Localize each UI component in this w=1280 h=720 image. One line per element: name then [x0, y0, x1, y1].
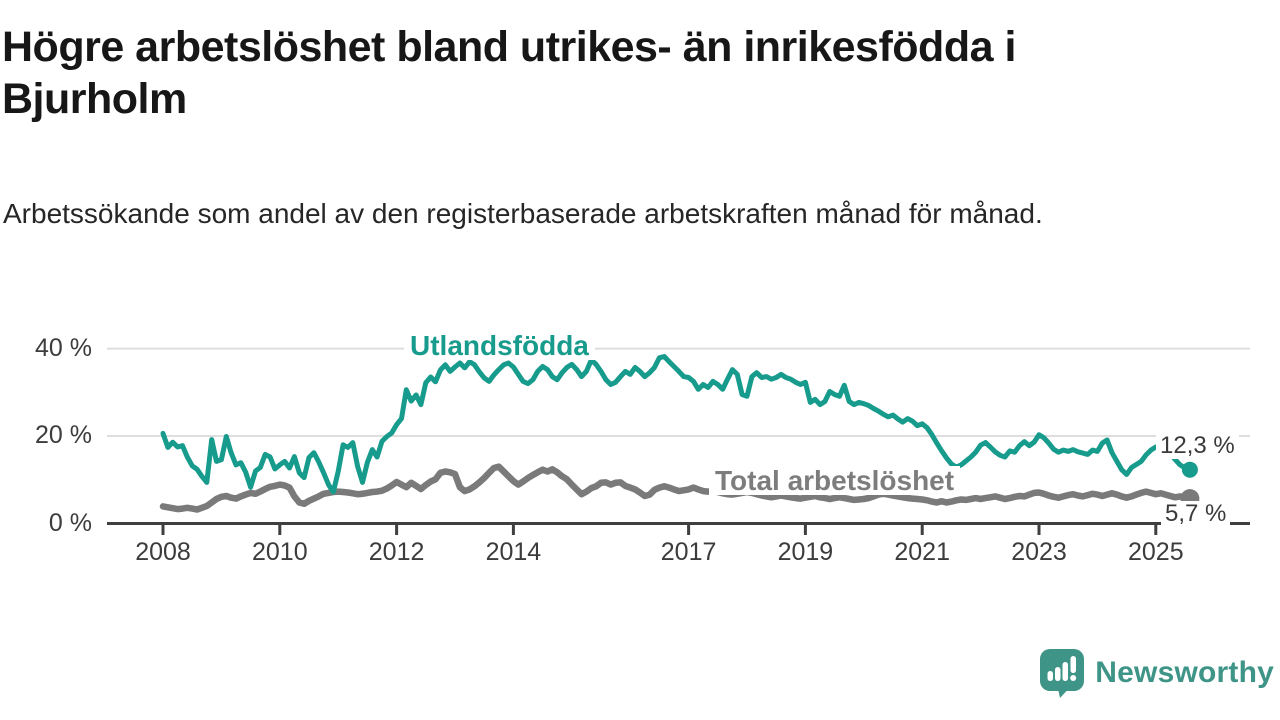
x-axis-label-2012: 2012 — [368, 538, 425, 566]
utlandsfodda-end-dot — [1181, 461, 1198, 478]
x-axis-label-2008: 2008 — [135, 538, 191, 566]
total-arbetsloshet-line — [159, 463, 1194, 513]
x-axis-label-2019: 2019 — [777, 538, 834, 566]
series-label-total-arbetsloshet: Total arbetslöshet — [709, 466, 961, 495]
x-axis-label-2010: 2010 — [251, 538, 308, 566]
end-value-label-total-arbetsloshet: 5,7 % — [1161, 500, 1231, 528]
logo-exclamation-dot — [1070, 675, 1077, 681]
logo-bar-mid — [1055, 667, 1061, 681]
x-axis-label-2014: 2014 — [485, 538, 542, 566]
end-value-label-utlandsfodda: 12,3 % — [1156, 432, 1239, 460]
page-subtitle: Arbetssökande som andel av den registerb… — [3, 198, 1043, 229]
x-axis-label-2023: 2023 — [1011, 538, 1067, 566]
y-axis-label-0: 0 % — [48, 508, 92, 537]
page-title: Högre arbetslöshet bland utrikes- än inr… — [2, 23, 1016, 123]
newsworthy-logo-icon — [1040, 649, 1085, 698]
x-axis-label-2017: 2017 — [660, 538, 717, 566]
y-axis-label-40: 40 % — [35, 333, 92, 362]
newsworthy-logo: Newsworthy — [1039, 648, 1274, 698]
logo-bar-tall — [1062, 662, 1069, 681]
x-axis-label-2021: 2021 — [894, 538, 950, 566]
y-axis-label-20: 20 % — [35, 421, 92, 450]
newsworthy-wordmark: Newsworthy — [1095, 656, 1274, 689]
series-label-utlandsfodda: Utlandsfödda — [404, 331, 595, 360]
logo-bubble-shape — [1040, 649, 1085, 698]
x-axis-label-2025: 2025 — [1127, 538, 1184, 566]
logo-exclamation-stem — [1070, 656, 1077, 673]
utlandsfodda-line — [160, 354, 1193, 495]
logo-bar-short — [1047, 671, 1054, 681]
